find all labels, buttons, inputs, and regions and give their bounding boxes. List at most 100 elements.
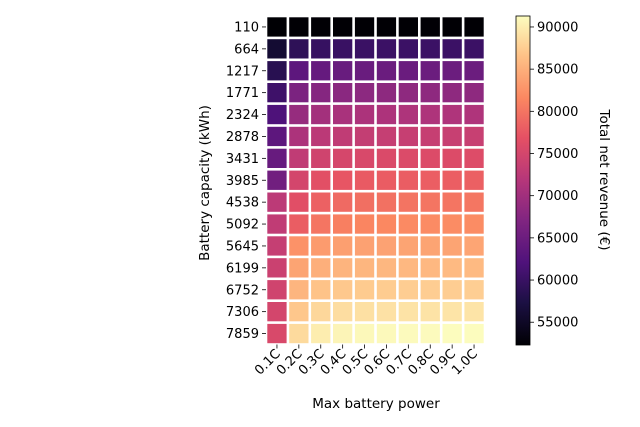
y-axis-ticks: 110 664 1217 1771 2324 2878 3431 3985 4538 5092 56… <box>226 20 266 342</box>
heatmap-cell <box>420 170 440 190</box>
heatmap-cell <box>420 104 440 125</box>
heatmap-cell <box>267 83 287 103</box>
heatmap-cell <box>333 280 353 300</box>
y-tick-label: 2878 <box>226 130 259 145</box>
heatmap-cell <box>289 104 309 125</box>
heatmap-cell <box>442 126 462 147</box>
heatmap-cell <box>354 280 375 300</box>
colorbar-tick-label: 70000 <box>537 189 578 204</box>
heatmap-cell <box>398 192 418 212</box>
heatmap-cell <box>289 17 309 37</box>
heatmap-cell <box>376 214 397 234</box>
heatmap-cell <box>354 83 375 103</box>
heatmap-cell <box>442 323 462 344</box>
heatmap-cell <box>267 192 287 212</box>
heatmap-cell <box>311 104 331 125</box>
heatmap-cell <box>398 39 418 59</box>
heatmap-cell <box>333 258 353 278</box>
y-tick-label: 110 <box>234 20 259 35</box>
heatmap-cell <box>333 61 353 81</box>
heatmap-cell <box>398 323 418 344</box>
heatmap-cell <box>289 258 309 278</box>
heatmap-cell <box>289 170 309 190</box>
heatmap-cell <box>376 323 397 344</box>
heatmap-cell <box>464 214 484 234</box>
heatmap-cell <box>333 83 353 103</box>
heatmap-cell <box>267 61 287 81</box>
heatmap-cell <box>311 214 331 234</box>
heatmap-cell <box>442 61 462 81</box>
heatmap-cell <box>464 148 484 168</box>
heatmap-cell <box>267 214 287 234</box>
heatmap-cell <box>464 258 484 278</box>
heatmap-cell <box>398 83 418 103</box>
heatmap-cell <box>289 236 309 256</box>
colorbar-label: Total net revenue (€) <box>596 109 612 251</box>
heatmap-cell <box>289 39 309 59</box>
heatmap-cell <box>354 126 375 147</box>
heatmap-cell <box>289 323 309 344</box>
heatmap-cell <box>289 126 309 147</box>
heatmap-cell <box>398 280 418 300</box>
colorbar-tick-label: 85000 <box>537 63 578 78</box>
heatmap-cell <box>376 17 397 37</box>
heatmap-cell <box>442 170 462 190</box>
heatmap-cell <box>464 170 484 190</box>
heatmap-cell <box>354 39 375 59</box>
heatmap-cell <box>333 236 353 256</box>
heatmap-cell <box>398 302 418 322</box>
colorbar-tick-label: 75000 <box>537 147 578 162</box>
heatmap-cell <box>354 214 375 234</box>
y-tick-label: 5092 <box>226 218 259 233</box>
heatmap-cell <box>311 17 331 37</box>
heatmap-cell <box>420 214 440 234</box>
y-tick-label: 1217 <box>226 64 259 79</box>
heatmap-cell <box>289 148 309 168</box>
heatmap-cell <box>442 104 462 125</box>
heatmap-cell <box>289 302 309 322</box>
heatmap-cell <box>398 104 418 125</box>
y-tick-label: 7859 <box>226 327 259 342</box>
heatmap-cell <box>420 192 440 212</box>
heatmap-cell <box>464 323 484 344</box>
heatmap-cell <box>420 83 440 103</box>
heatmap-cell <box>420 61 440 81</box>
heatmap-cell <box>289 214 309 234</box>
heatmap-cell <box>354 258 375 278</box>
heatmap-cell <box>420 17 440 37</box>
heatmap-cell <box>420 126 440 147</box>
heatmap-cell <box>442 17 462 37</box>
heatmap-cell <box>442 39 462 59</box>
heatmap-cell <box>464 302 484 322</box>
colorbar-tick-label: 90000 <box>537 20 578 35</box>
heatmap-cell <box>311 39 331 59</box>
heatmap-cell <box>354 104 375 125</box>
heatmap-cell <box>376 126 397 147</box>
heatmap-cell <box>420 323 440 344</box>
heatmap-cell <box>442 192 462 212</box>
y-axis-label: Battery capacity (kWh) <box>197 105 213 261</box>
heatmap-cell <box>354 302 375 322</box>
heatmap-cell <box>311 280 331 300</box>
heatmap-cell <box>333 17 353 37</box>
heatmap-cell <box>311 258 331 278</box>
heatmap-cell <box>398 61 418 81</box>
colorbar: 55000 60000 65000 70000 75000 80000 85000 90000… <box>515 15 612 346</box>
heatmap-cell <box>289 280 309 300</box>
heatmap-cell <box>354 148 375 168</box>
heatmap-cell <box>398 126 418 147</box>
heatmap-cell <box>398 258 418 278</box>
heatmap-cell <box>354 236 375 256</box>
heatmap-cell <box>267 170 287 190</box>
heatmap-cell <box>376 148 397 168</box>
heatmap-cell <box>398 148 418 168</box>
heatmap-cell <box>311 170 331 190</box>
heatmap-cell <box>267 104 287 125</box>
heatmap-cell <box>442 83 462 103</box>
heatmap-cell <box>267 258 287 278</box>
colorbar-gradient <box>515 15 531 346</box>
heatmap-cell <box>333 126 353 147</box>
heatmap-cell <box>464 39 484 59</box>
heatmap-cell <box>289 61 309 81</box>
colorbar-tick-label: 60000 <box>537 274 578 289</box>
